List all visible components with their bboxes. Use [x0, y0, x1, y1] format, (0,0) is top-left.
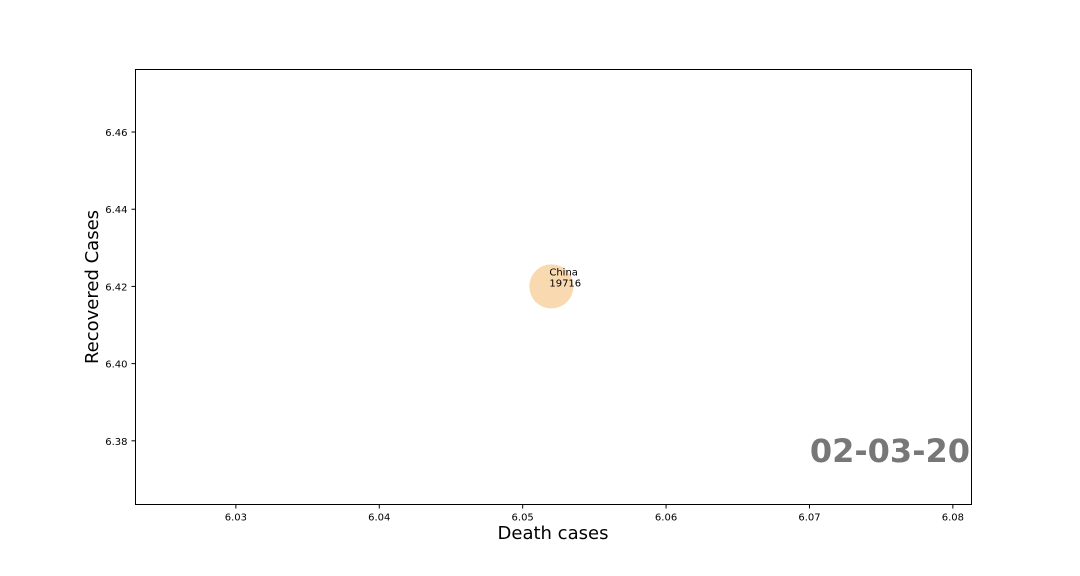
y-axis-ticks: 6.38 6.40 6.42 6.44 6.46	[105, 128, 136, 448]
x-tick-label: 6.03	[225, 513, 247, 524]
plot-frame	[135, 69, 972, 505]
x-tick-label: 6.07	[798, 513, 820, 524]
x-tick-label: 6.04	[368, 513, 390, 524]
y-tick-label: 6.38	[105, 437, 127, 448]
x-tick-label: 6.05	[512, 513, 534, 524]
date-stamp: 02-03-20	[810, 432, 970, 470]
y-tick-label: 6.40	[105, 360, 127, 371]
x-axis-ticks: 6.03 6.04 6.05 6.06 6.07 6.08	[225, 504, 964, 524]
x-tick-label: 6.08	[942, 513, 964, 524]
data-point-bubble	[529, 264, 574, 309]
y-tick-label: 6.46	[105, 128, 127, 139]
x-tick-label: 6.06	[655, 513, 677, 524]
y-tick-label: 6.42	[105, 282, 127, 293]
y-axis-title: Recovered Cases	[82, 210, 103, 364]
data-point-value-label: 19716	[549, 278, 581, 289]
y-tick-label: 6.44	[105, 205, 127, 216]
x-axis-title: Death cases	[498, 523, 609, 544]
data-point-name-label: China	[549, 267, 578, 278]
